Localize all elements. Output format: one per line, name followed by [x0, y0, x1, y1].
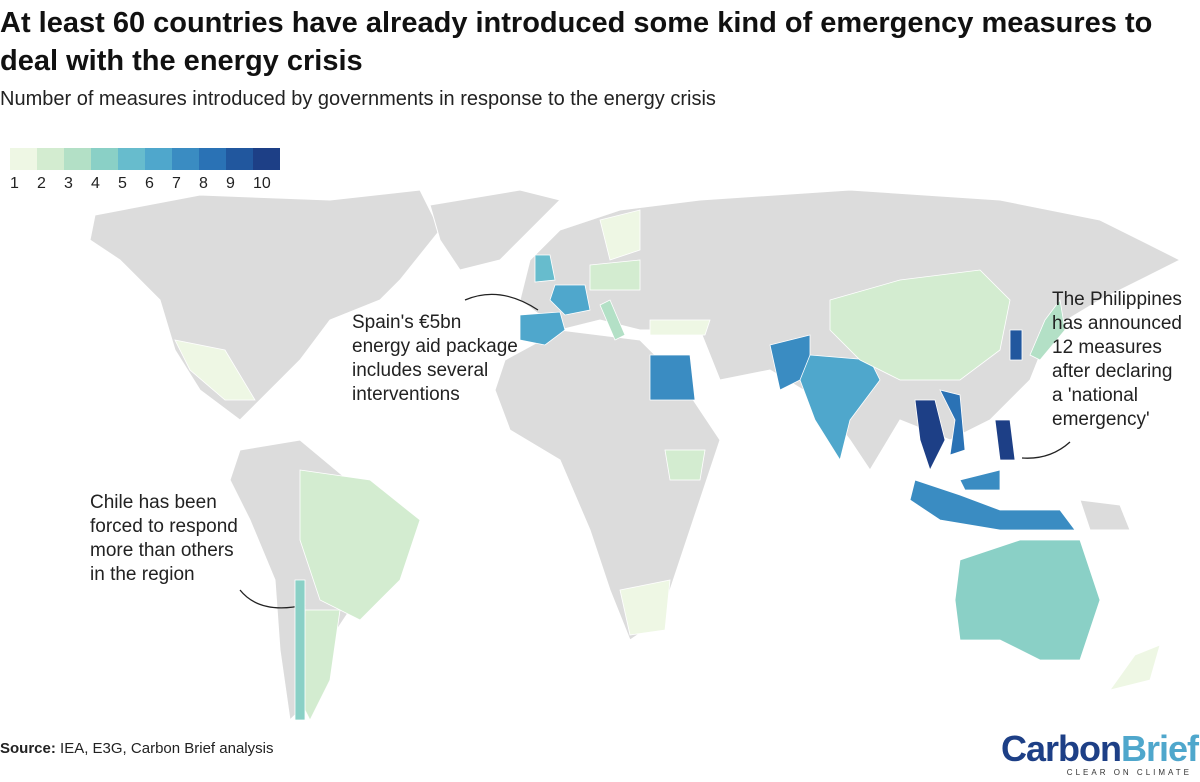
country	[174, 339, 256, 401]
legend-label: 8	[199, 175, 208, 192]
legend-swatch	[118, 148, 145, 170]
annotation: forced to respond	[90, 516, 238, 537]
legend-label: 4	[91, 175, 100, 192]
legend-swatch	[145, 148, 172, 170]
legend-label: 9	[226, 175, 235, 192]
tagline: CLEAR ON CLIMATE	[1066, 768, 1192, 777]
country	[299, 609, 341, 721]
source-label: Source:	[0, 740, 56, 757]
country	[599, 299, 626, 341]
country	[909, 479, 1076, 531]
country	[519, 311, 566, 346]
country	[599, 209, 641, 261]
title: At least 60 countries have already intro…	[0, 7, 1153, 77]
country	[829, 269, 1011, 381]
country	[939, 389, 966, 456]
legend-swatch	[10, 148, 37, 170]
logo-a: Carbon	[1000, 728, 1122, 769]
legend-label: 10	[253, 175, 271, 192]
annotation: The Philippines	[1052, 289, 1182, 310]
legend-swatch	[64, 148, 91, 170]
source: Source: IEA, E3G, Carbon Brief analysis	[0, 740, 273, 757]
logo: CarbonBrief	[1000, 728, 1199, 770]
country	[1029, 299, 1066, 361]
legend-label: 5	[118, 175, 127, 192]
annotation: in the region	[90, 564, 195, 585]
country	[299, 469, 421, 621]
country	[664, 449, 706, 481]
legend-swatch	[226, 148, 253, 170]
subtitle: Number of measures introduced by governm…	[0, 88, 716, 110]
country	[549, 284, 591, 316]
annotation: more than others	[90, 540, 234, 561]
country	[959, 469, 1001, 491]
logo-b: Brief	[1120, 728, 1199, 769]
country	[294, 579, 306, 721]
annotation: 12 measures	[1052, 337, 1162, 358]
legend-swatch	[37, 148, 64, 170]
legend-label: 2	[37, 175, 46, 192]
annotation: interventions	[352, 384, 460, 405]
country	[1109, 644, 1161, 691]
legend-label: 7	[172, 175, 181, 192]
annotation: energy aid package	[352, 336, 518, 357]
legend-swatch	[91, 148, 118, 170]
legend-swatch	[253, 148, 280, 170]
country	[649, 319, 711, 336]
country	[534, 254, 556, 283]
annotation: emergency'	[1052, 409, 1150, 430]
country	[649, 354, 696, 401]
annotation: after declaring	[1052, 361, 1172, 382]
country	[619, 579, 671, 636]
legend-swatch	[199, 148, 226, 170]
annotation: includes several	[352, 360, 488, 381]
annotation: Chile has been	[90, 492, 217, 513]
annotation: a 'national	[1052, 385, 1138, 406]
legend-swatch	[172, 148, 199, 170]
source-text: IEA, E3G, Carbon Brief analysis	[60, 740, 274, 757]
country	[954, 539, 1101, 661]
legend-label: 3	[64, 175, 73, 192]
annotation: has announced	[1052, 313, 1182, 334]
legend-label: 1	[10, 175, 19, 192]
country	[994, 419, 1016, 461]
annotation: Spain's €5bn	[352, 312, 461, 333]
country	[589, 259, 641, 291]
country	[1009, 329, 1023, 361]
legend-label: 6	[145, 175, 154, 192]
country	[914, 399, 946, 472]
